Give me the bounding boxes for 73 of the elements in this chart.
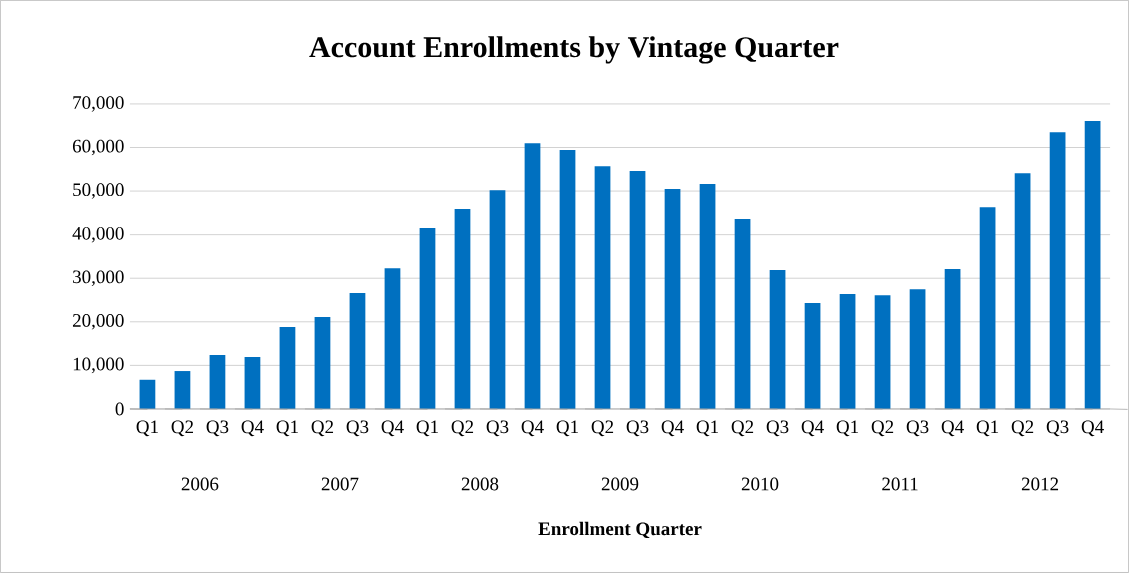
y-tick-label: 20,000: [72, 314, 124, 330]
x-tick-label: Q1: [136, 420, 158, 437]
x-tick-label: Q3: [486, 420, 509, 437]
x-tick-label: Q1: [276, 420, 298, 437]
x-tick-label: Q1: [556, 420, 578, 437]
bar: [244, 357, 261, 410]
x-tick-label: Q2: [731, 420, 754, 437]
bar: [909, 289, 926, 410]
x-tick-label: Q1: [976, 420, 999, 437]
x-tick-label: Q4: [381, 420, 404, 437]
x-tick-label: Q2: [1011, 420, 1034, 437]
bar: [804, 303, 821, 410]
x-axis-title: Enrollment Quarter: [538, 521, 702, 539]
x-tick-label: Q4: [521, 420, 544, 437]
bar: [314, 317, 331, 410]
bar: [979, 207, 996, 410]
y-tick-label: 10,000: [73, 357, 124, 374]
x-tick-label: Q3: [1046, 420, 1069, 437]
bar: [734, 219, 751, 410]
bar: [559, 150, 576, 410]
y-tick-label: 30,000: [73, 270, 124, 287]
bar: [944, 269, 961, 410]
text: 2009: [601, 477, 639, 491]
bar: [874, 295, 891, 410]
x-tick-label: Q1: [416, 420, 438, 437]
y-tick-label: 50,000: [73, 183, 124, 199]
x-tick-label: Q1: [696, 420, 718, 437]
x-tick-label: Q4: [241, 420, 264, 437]
bar: [454, 208, 471, 410]
text: 2007: [321, 477, 359, 491]
y-tick-label: 40,000: [72, 226, 124, 243]
text: 2012: [1021, 477, 1059, 491]
bar: [419, 228, 436, 410]
x-tick-label: Q2: [171, 420, 194, 437]
x-tick-label: Q2: [311, 420, 334, 437]
bar: [384, 268, 401, 410]
chart-title: Account Enrollments by Vintage Quarter: [309, 36, 839, 64]
text: 2011: [882, 477, 918, 491]
bar: [279, 327, 296, 410]
bar: [769, 270, 786, 410]
text: 2010: [741, 477, 779, 491]
bar: [524, 143, 541, 410]
bar: [594, 166, 611, 410]
x-tick-label: Q3: [346, 420, 369, 437]
bar: [1084, 120, 1101, 410]
bar: [1049, 132, 1066, 410]
x-tick-label: Q4: [941, 420, 964, 437]
x-tick-label: Q3: [626, 420, 649, 437]
x-tick-label: Q1: [836, 420, 859, 437]
bar: [139, 379, 156, 410]
bar: [489, 190, 506, 410]
y-tick-label: 70,000: [73, 96, 124, 112]
bar: [839, 293, 856, 410]
x-tick-label: Q2: [591, 420, 614, 437]
y-tick-label: 60,000: [72, 139, 124, 156]
bar: [699, 184, 716, 410]
x-tick-label: Q3: [906, 420, 929, 437]
bar: [629, 171, 646, 410]
bar: [174, 371, 191, 410]
text: 2006: [181, 477, 219, 491]
x-tick-label: Q4: [801, 420, 824, 437]
bar: [209, 354, 226, 410]
x-tick-label: Q4: [1081, 420, 1104, 437]
x-tick-label: Q3: [766, 420, 789, 437]
x-tick-label: Q2: [451, 420, 474, 437]
bar: [664, 188, 681, 410]
bar: [349, 293, 366, 410]
bar: [1014, 173, 1031, 410]
x-tick-label: Q4: [661, 420, 684, 437]
text: 2008: [461, 477, 499, 491]
x-tick-label: Q3: [206, 420, 229, 437]
y-tick-label: 0: [115, 402, 124, 416]
x-tick-label: Q2: [871, 420, 894, 437]
